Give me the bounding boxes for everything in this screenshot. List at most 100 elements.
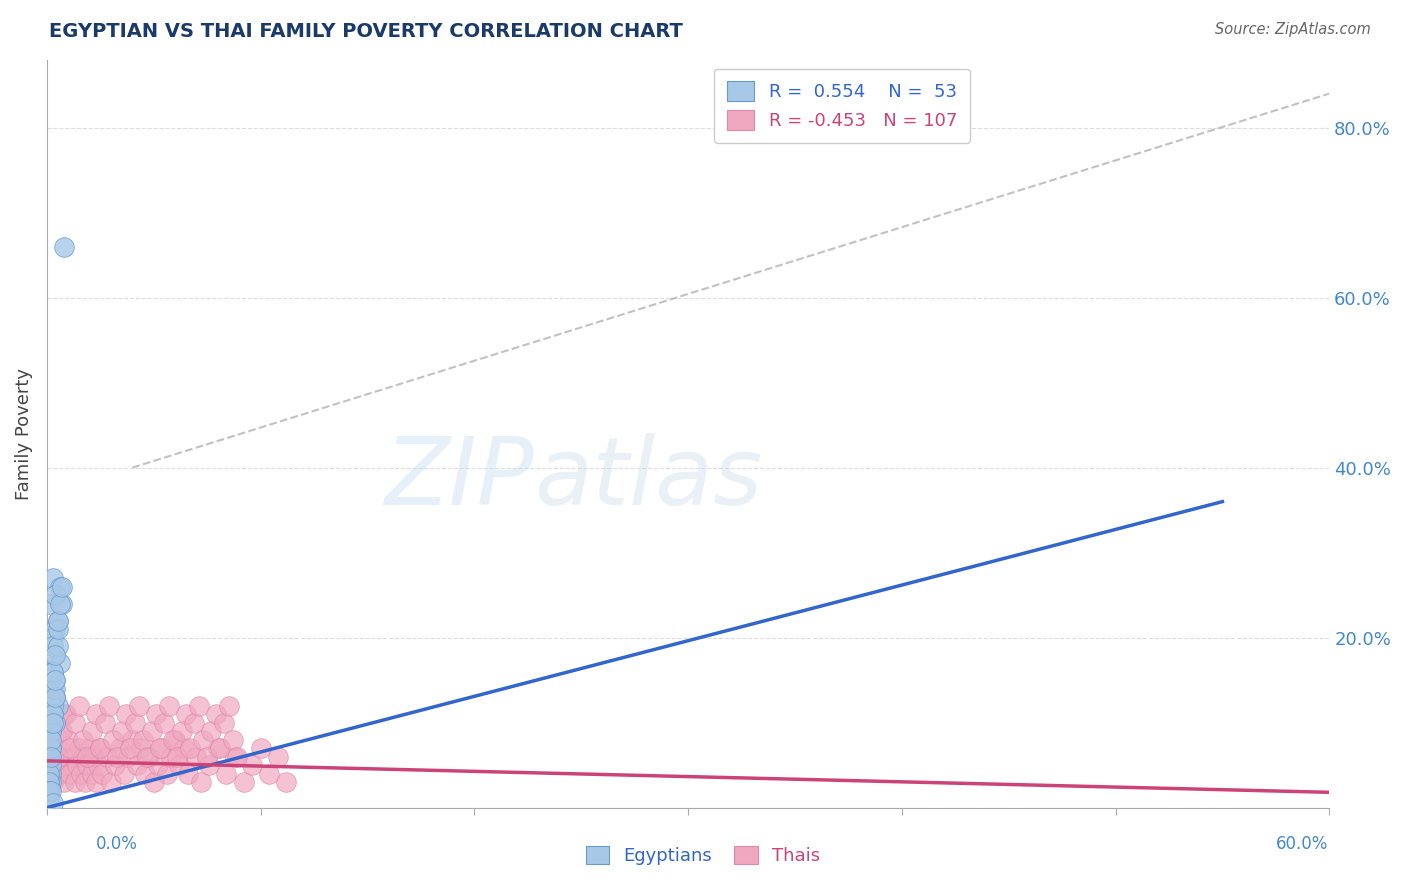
Point xyxy=(83,749,105,764)
Point xyxy=(39,724,62,739)
Point xyxy=(257,766,280,780)
Point xyxy=(195,749,218,764)
Point xyxy=(44,673,66,687)
Point xyxy=(39,724,62,739)
Point xyxy=(100,775,122,789)
Point xyxy=(174,707,197,722)
Point xyxy=(39,715,62,730)
Point xyxy=(125,758,148,772)
Point xyxy=(55,758,77,772)
Point xyxy=(42,639,65,653)
Point xyxy=(84,707,107,722)
Point xyxy=(53,707,76,722)
Point xyxy=(169,758,191,772)
Point xyxy=(46,614,69,628)
Point xyxy=(141,724,163,739)
Point xyxy=(38,766,60,780)
Point xyxy=(138,749,160,764)
Point xyxy=(157,698,180,713)
Point xyxy=(111,724,134,739)
Point xyxy=(44,690,66,705)
Point xyxy=(153,715,176,730)
Point xyxy=(48,656,70,670)
Point xyxy=(51,724,73,739)
Point xyxy=(38,597,60,611)
Point xyxy=(42,715,65,730)
Point xyxy=(149,741,172,756)
Point xyxy=(39,749,62,764)
Point xyxy=(42,775,65,789)
Point xyxy=(79,741,101,756)
Point xyxy=(132,732,155,747)
Point xyxy=(93,715,115,730)
Point xyxy=(42,648,65,662)
Point xyxy=(80,766,103,780)
Point xyxy=(42,707,65,722)
Point xyxy=(198,758,221,772)
Point xyxy=(179,741,201,756)
Point xyxy=(63,775,86,789)
Point xyxy=(38,766,60,780)
Point xyxy=(75,775,97,789)
Point xyxy=(42,665,65,679)
Point xyxy=(218,698,240,713)
Point xyxy=(208,741,231,756)
Point xyxy=(124,715,146,730)
Point xyxy=(267,749,290,764)
Point xyxy=(112,766,135,780)
Point xyxy=(249,741,271,756)
Point xyxy=(165,732,187,747)
Point xyxy=(117,749,139,764)
Text: Source: ZipAtlas.com: Source: ZipAtlas.com xyxy=(1215,22,1371,37)
Point xyxy=(76,758,98,772)
Legend: Egyptians, Thais: Egyptians, Thais xyxy=(579,838,827,872)
Point xyxy=(162,732,184,747)
Point xyxy=(145,707,167,722)
Point xyxy=(63,715,86,730)
Point xyxy=(214,715,236,730)
Point xyxy=(91,766,114,780)
Point xyxy=(46,622,69,636)
Point xyxy=(120,741,142,756)
Point xyxy=(53,239,76,253)
Point xyxy=(186,749,208,764)
Point xyxy=(191,732,214,747)
Text: 0.0%: 0.0% xyxy=(96,835,138,853)
Point xyxy=(51,749,73,764)
Point xyxy=(44,673,66,687)
Point xyxy=(187,698,209,713)
Point xyxy=(97,698,120,713)
Point xyxy=(42,698,65,713)
Point xyxy=(46,749,69,764)
Point xyxy=(101,732,124,747)
Point xyxy=(51,597,73,611)
Point xyxy=(96,749,118,764)
Point xyxy=(276,775,298,789)
Point xyxy=(80,724,103,739)
Point xyxy=(44,758,66,772)
Point xyxy=(48,724,70,739)
Point xyxy=(215,766,238,780)
Point xyxy=(46,639,69,653)
Point xyxy=(38,775,60,789)
Point xyxy=(46,698,69,713)
Point xyxy=(121,732,143,747)
Point xyxy=(166,749,188,764)
Point xyxy=(204,707,226,722)
Point xyxy=(39,758,62,772)
Point xyxy=(48,766,70,780)
Point xyxy=(44,622,66,636)
Point xyxy=(67,698,90,713)
Point xyxy=(42,681,65,696)
Point xyxy=(38,783,60,797)
Point xyxy=(44,648,66,662)
Point xyxy=(59,766,82,780)
Point xyxy=(44,690,66,705)
Point xyxy=(42,631,65,645)
Point xyxy=(173,741,195,756)
Point xyxy=(136,749,159,764)
Point xyxy=(51,580,73,594)
Point xyxy=(207,741,229,756)
Point xyxy=(72,732,94,747)
Point xyxy=(226,749,249,764)
